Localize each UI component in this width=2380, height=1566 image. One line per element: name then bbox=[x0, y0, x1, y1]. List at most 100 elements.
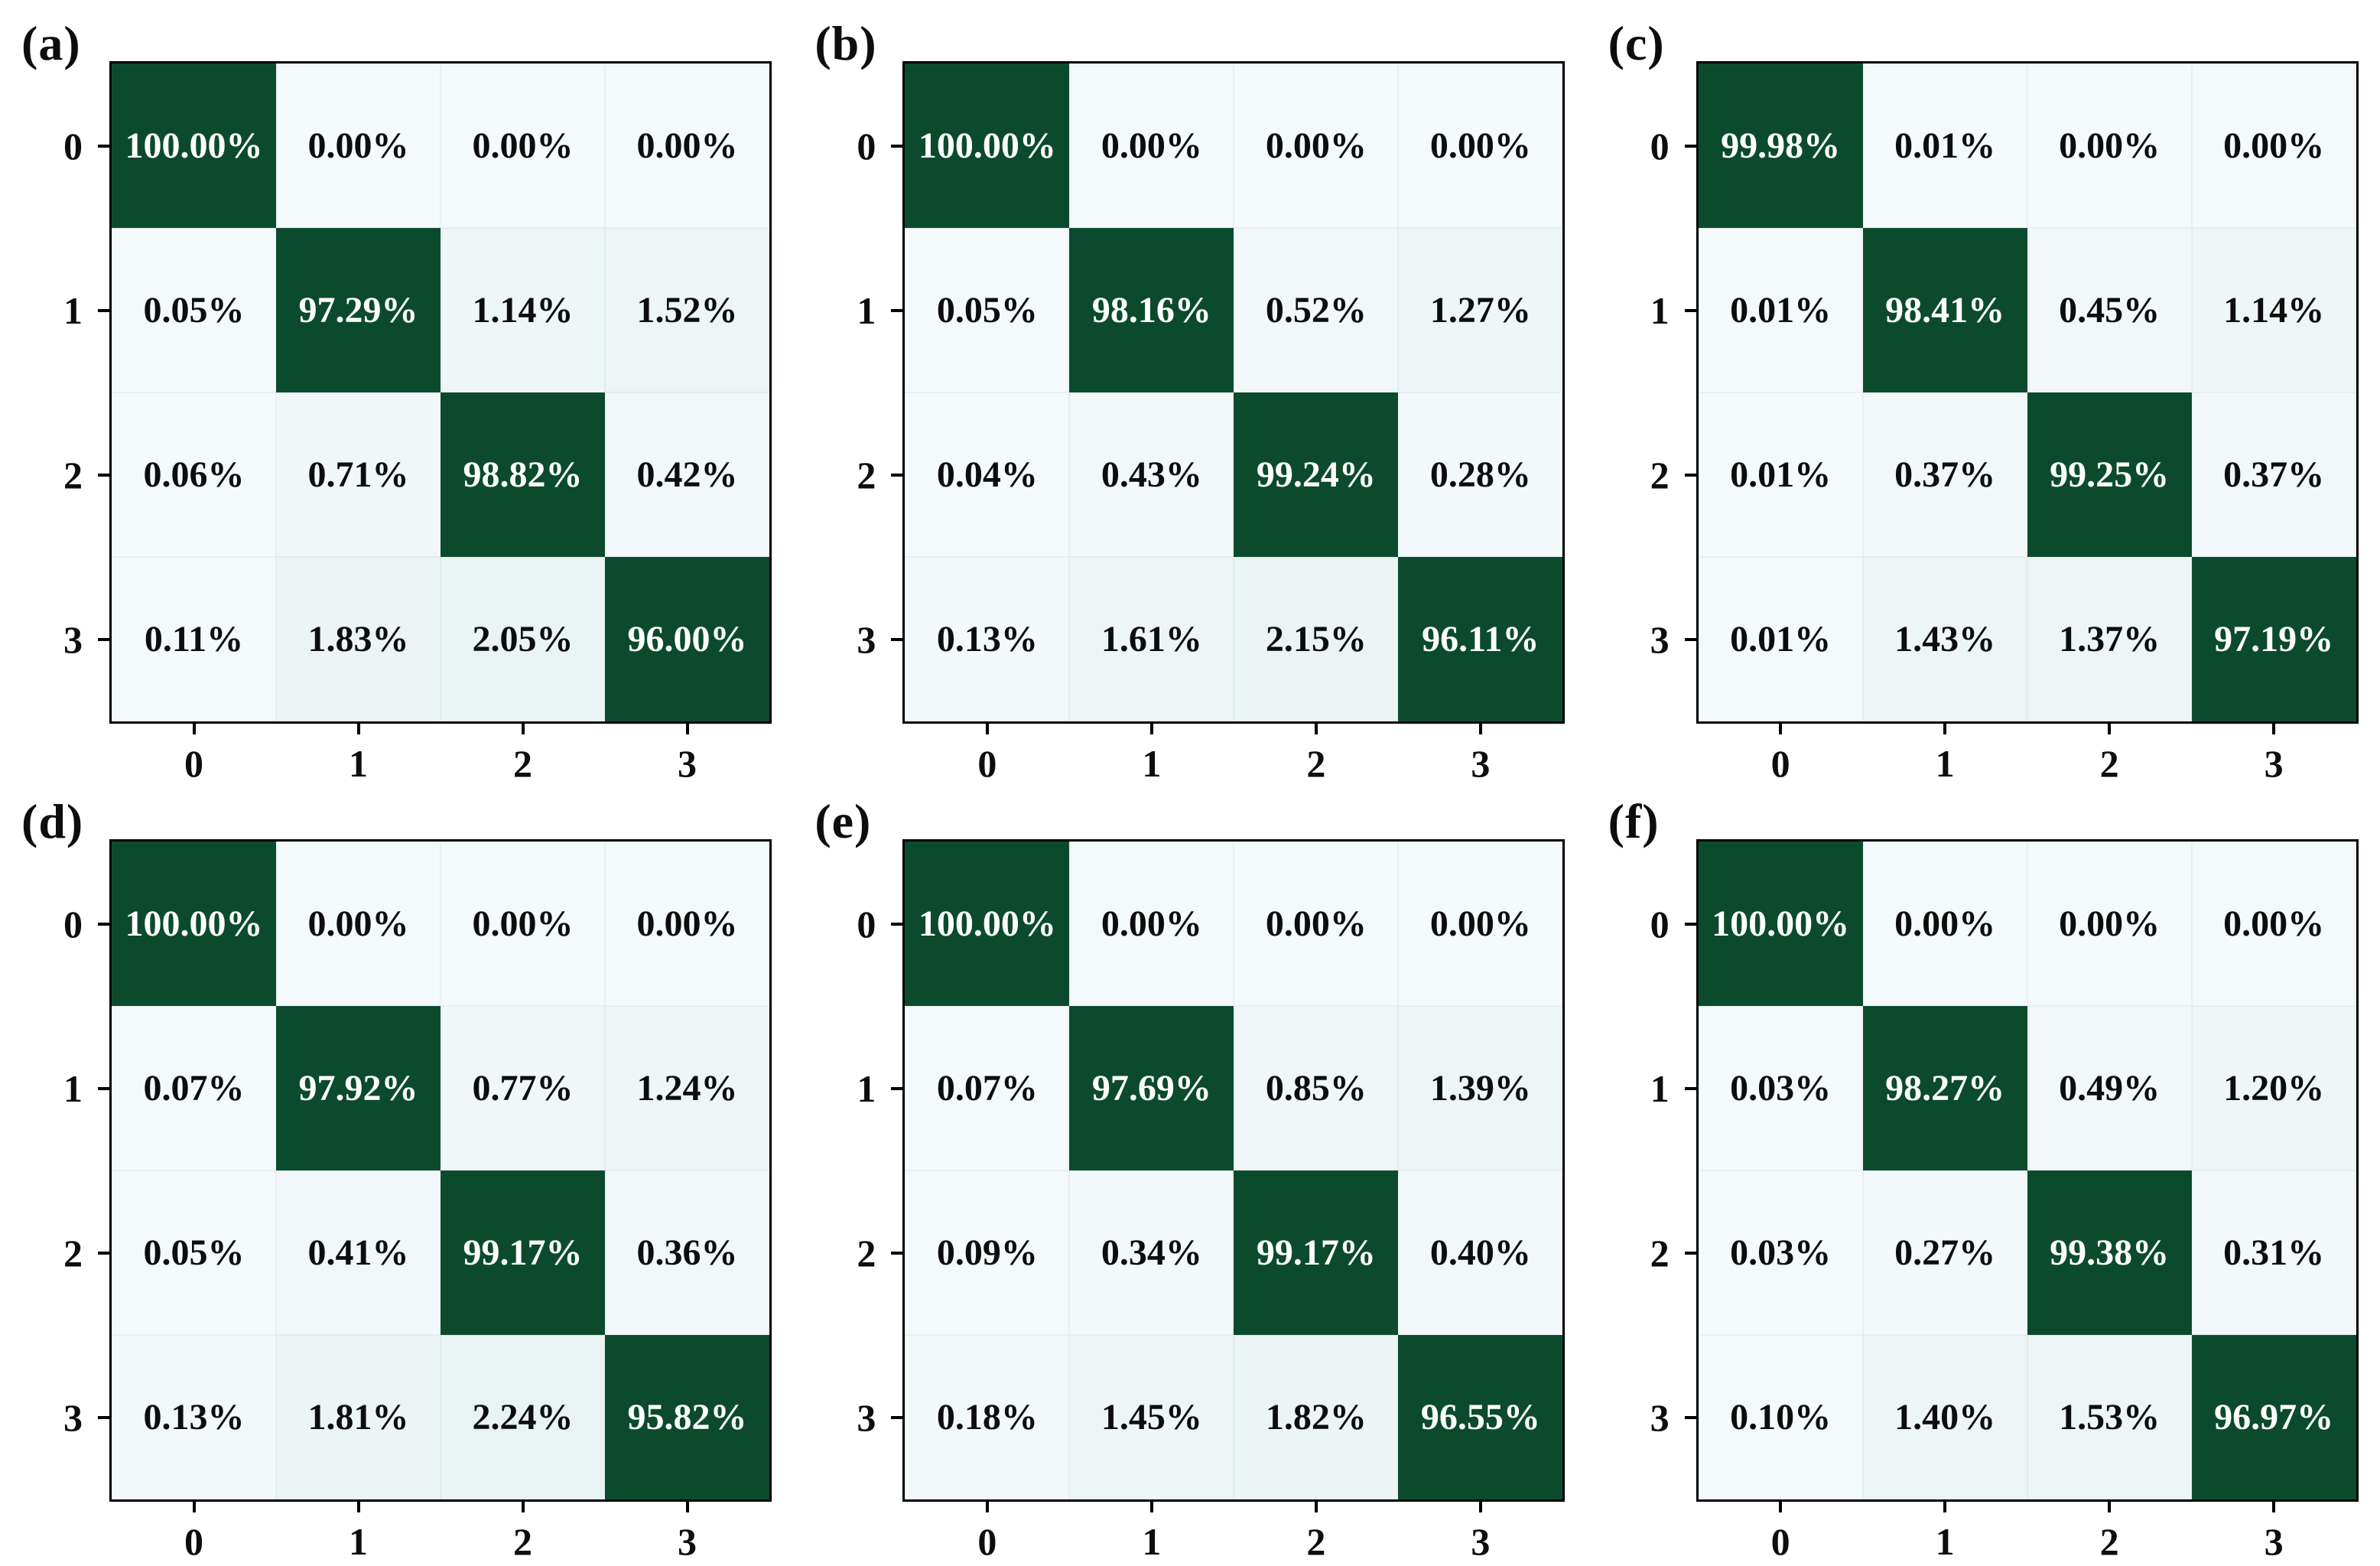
x-tick-mark bbox=[192, 1502, 196, 1512]
matrix-cell: 0.05% bbox=[112, 1170, 276, 1335]
x-tick-label: 1 bbox=[1935, 742, 1955, 785]
heatmap-plot: 99.98% 0.01% 0.00% 0.00% 0.01% 98.41% 0.45% 1.1… bbox=[1650, 61, 2359, 785]
confusion-matrix-panel-c: (c) 99.98% 0.01% 0.00% 0.00% 0.01% 98.41% 0.45… bbox=[1587, 0, 2380, 785]
matrix-cell: 99.38% bbox=[2027, 1170, 2192, 1335]
matrix-cell: 0.00% bbox=[441, 842, 605, 1006]
y-tick-label: 3 bbox=[857, 1395, 876, 1439]
y-tick-label: 1 bbox=[63, 1066, 83, 1110]
y-tick-mark bbox=[891, 1086, 903, 1090]
matrix-cell: 0.85% bbox=[1234, 1006, 1399, 1170]
matrix-cell: 1.20% bbox=[2191, 1006, 2356, 1170]
y-tick-mark bbox=[1684, 922, 1696, 926]
y-tick-mark bbox=[1684, 473, 1696, 477]
x-tick-mark bbox=[1149, 724, 1153, 734]
x-tick-label: 2 bbox=[1306, 1520, 1326, 1563]
y-tick-label: 0 bbox=[857, 902, 876, 946]
x-tick-label: 2 bbox=[1306, 742, 1326, 785]
y-tick-mark bbox=[891, 473, 903, 477]
x-tick-label: 1 bbox=[349, 1520, 368, 1563]
x-tick-label: 3 bbox=[2264, 1520, 2284, 1563]
x-tick-label: 3 bbox=[678, 742, 697, 785]
matrix-cell: 0.31% bbox=[2191, 1170, 2356, 1335]
x-tick-mark bbox=[2108, 724, 2112, 734]
matrix-cell: 0.00% bbox=[2191, 842, 2356, 1006]
x-tick-label: 0 bbox=[1770, 1520, 1790, 1563]
y-tick-mark bbox=[98, 922, 109, 926]
x-tick-mark bbox=[685, 724, 689, 734]
y-tick-label: 1 bbox=[1650, 288, 1670, 332]
y-tick-mark bbox=[1684, 144, 1696, 148]
x-tick-label: 2 bbox=[513, 1520, 532, 1563]
x-tick-mark bbox=[1149, 1502, 1153, 1512]
x-tick-mark bbox=[1779, 1502, 1783, 1512]
matrix-cell: 1.61% bbox=[1069, 557, 1234, 721]
confusion-matrix-panel-f: (f) 100.00% 0.00% 0.00% 0.00% 0.03% 98.27% 0.4… bbox=[1587, 778, 2380, 1563]
matrix-cell: 1.43% bbox=[1862, 557, 2027, 721]
matrix-cell: 0.41% bbox=[276, 1170, 441, 1335]
y-tick-mark bbox=[98, 1415, 109, 1419]
y-tick-mark bbox=[1684, 637, 1696, 641]
confusion-matrix-panel-d: (d) 100.00% 0.00% 0.00% 0.00% 0.07% 97.92% 0.7… bbox=[0, 778, 793, 1563]
y-tick-label: 2 bbox=[63, 453, 83, 496]
x-tick-label: 1 bbox=[349, 742, 368, 785]
matrix-cell: 100.00% bbox=[905, 842, 1070, 1006]
heatmap-grid: 100.00% 0.00% 0.00% 0.00% 0.05% 97.29% 1.14% 1.… bbox=[109, 61, 772, 724]
matrix-cell: 0.01% bbox=[1698, 228, 1863, 392]
x-tick-mark bbox=[1314, 724, 1318, 734]
matrix-cell: 0.05% bbox=[112, 228, 276, 392]
heatmap-plot: 100.00% 0.00% 0.00% 0.00% 0.05% 97.29% 1.14% 1.… bbox=[63, 61, 772, 785]
x-tick-mark bbox=[1478, 1502, 1482, 1512]
matrix-cell: 0.07% bbox=[905, 1006, 1070, 1170]
y-tick-mark bbox=[891, 1251, 903, 1255]
matrix-cell: 0.27% bbox=[1862, 1170, 2027, 1335]
matrix-cell: 0.00% bbox=[1398, 63, 1563, 228]
matrix-cell: 0.01% bbox=[1698, 557, 1863, 721]
matrix-cell: 0.40% bbox=[1398, 1170, 1563, 1335]
matrix-cell: 99.17% bbox=[1234, 1170, 1399, 1335]
x-tick-mark bbox=[685, 1502, 689, 1512]
y-tick-label: 1 bbox=[857, 1066, 876, 1110]
x-tick-label: 0 bbox=[1770, 742, 1790, 785]
matrix-cell: 1.37% bbox=[2027, 557, 2192, 721]
matrix-cell: 0.43% bbox=[1069, 392, 1234, 557]
matrix-cell: 0.49% bbox=[2027, 1006, 2192, 1170]
heatmap-plot: 100.00% 0.00% 0.00% 0.00% 0.05% 98.16% 0.52% 1.… bbox=[857, 61, 1566, 785]
matrix-cell: 96.00% bbox=[605, 557, 769, 721]
matrix-cell: 0.45% bbox=[2027, 228, 2192, 392]
matrix-cell: 1.81% bbox=[276, 1335, 441, 1499]
matrix-cell: 0.00% bbox=[276, 63, 441, 228]
y-tick-mark bbox=[1684, 1086, 1696, 1090]
y-tick-label: 2 bbox=[857, 453, 876, 496]
matrix-cell: 99.98% bbox=[1698, 63, 1863, 228]
matrix-cell: 0.03% bbox=[1698, 1170, 1863, 1335]
matrix-cell: 1.39% bbox=[1398, 1006, 1563, 1170]
y-tick-label: 3 bbox=[857, 617, 876, 661]
matrix-cell: 0.00% bbox=[2027, 63, 2192, 228]
matrix-cell: 1.83% bbox=[276, 557, 441, 721]
x-tick-mark bbox=[1314, 1502, 1318, 1512]
y-tick-mark bbox=[98, 308, 109, 312]
matrix-cell: 97.69% bbox=[1069, 1006, 1234, 1170]
y-tick-mark bbox=[98, 144, 109, 148]
matrix-cell: 0.06% bbox=[112, 392, 276, 557]
matrix-cell: 0.04% bbox=[905, 392, 1070, 557]
matrix-cell: 1.40% bbox=[1862, 1335, 2027, 1499]
matrix-cell: 0.71% bbox=[276, 392, 441, 557]
heatmap-grid: 100.00% 0.00% 0.00% 0.00% 0.07% 97.92% 0.77% 1.… bbox=[109, 839, 772, 1502]
matrix-cell: 98.41% bbox=[1862, 228, 2027, 392]
matrix-cell: 0.00% bbox=[2027, 842, 2192, 1006]
matrix-cell: 0.00% bbox=[605, 63, 769, 228]
x-tick-mark bbox=[1779, 724, 1783, 734]
y-tick-mark bbox=[1684, 308, 1696, 312]
y-tick-label: 1 bbox=[63, 288, 83, 332]
y-tick-mark bbox=[98, 637, 109, 641]
matrix-cell: 0.00% bbox=[1069, 842, 1234, 1006]
matrix-cell: 0.11% bbox=[112, 557, 276, 721]
x-tick-mark bbox=[985, 724, 989, 734]
matrix-cell: 97.19% bbox=[2191, 557, 2356, 721]
panel-label: (a) bbox=[21, 16, 81, 70]
matrix-cell: 96.55% bbox=[1398, 1335, 1563, 1499]
matrix-cell: 0.00% bbox=[276, 842, 441, 1006]
x-tick-mark bbox=[1478, 724, 1482, 734]
